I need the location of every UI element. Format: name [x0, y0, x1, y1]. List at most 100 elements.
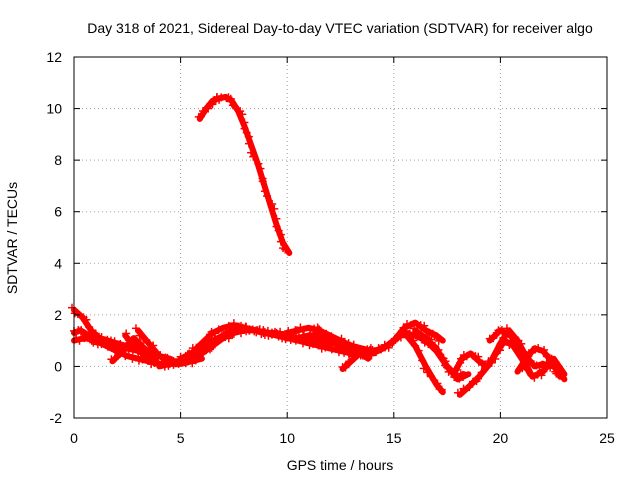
data-point: [417, 330, 426, 339]
data-point: [423, 334, 432, 343]
data-point: [534, 344, 543, 353]
data-point: [131, 342, 140, 351]
data-point: [121, 346, 130, 355]
data-point: [270, 204, 279, 213]
data-point: [276, 237, 285, 246]
data-point: [110, 354, 119, 363]
data-point: [505, 341, 514, 350]
data-point: [82, 315, 91, 324]
x-tick-label: 10: [279, 430, 295, 446]
data-point: [85, 323, 94, 332]
data-point: [477, 368, 486, 377]
data-point: [362, 350, 371, 359]
data-point: [127, 337, 136, 346]
data-point: [475, 356, 484, 365]
data-point: [515, 343, 524, 352]
data-point: [131, 324, 140, 333]
data-point: [542, 364, 551, 373]
data-point: [410, 324, 419, 333]
data-point: [341, 363, 350, 372]
data-point: [96, 336, 105, 345]
data-point: [199, 107, 208, 116]
data-point: [124, 350, 133, 359]
data-point: [249, 152, 258, 161]
data-point: [281, 245, 290, 254]
data-point: [206, 345, 215, 354]
data-point: [516, 351, 525, 360]
data-point: [337, 334, 346, 343]
data-point: [247, 148, 256, 157]
data-point: [263, 192, 272, 201]
x-tick-label: 5: [177, 430, 185, 446]
data-point: [494, 346, 503, 355]
y-tick-label: 0: [54, 358, 62, 374]
data-point: [207, 327, 216, 336]
y-axis-label: SDTVAR / TECUs: [4, 182, 20, 294]
data-point: [533, 370, 542, 379]
data-point: [409, 336, 418, 345]
data-point: [274, 226, 283, 235]
data-point: [539, 365, 548, 374]
data-point: [241, 322, 250, 331]
data-point: [226, 94, 235, 103]
x-tick-label: 20: [493, 430, 509, 446]
data-point: [305, 341, 314, 350]
data-point: [191, 351, 200, 360]
chart-title: Day 318 of 2021, Sidereal Day-to-day VTE…: [87, 20, 593, 36]
data-point: [102, 338, 111, 347]
data-point: [139, 333, 148, 342]
data-point: [465, 383, 474, 392]
y-tick-label: -2: [50, 410, 63, 426]
data-point: [427, 335, 436, 344]
data-point: [92, 337, 101, 346]
data-point: [435, 350, 444, 359]
data-point: [276, 327, 285, 336]
y-tick-label: 4: [54, 255, 62, 271]
data-point: [204, 104, 213, 113]
data-point: [389, 337, 398, 346]
y-tick-label: 6: [54, 204, 62, 220]
data-point: [327, 345, 336, 354]
data-point: [242, 128, 251, 137]
data-point: [229, 319, 238, 328]
x-tick-label: 15: [386, 430, 402, 446]
x-axis-label: GPS time / hours: [287, 457, 394, 473]
data-point: [134, 347, 143, 356]
data-point: [196, 345, 205, 354]
data-point: [258, 177, 267, 186]
data-point: [77, 326, 86, 335]
data-point: [371, 347, 380, 356]
plot-frame: [73, 56, 608, 419]
data-point: [453, 366, 462, 375]
series-line-arc-13: [401, 329, 446, 396]
data-point: [310, 337, 319, 346]
data-point: [411, 341, 420, 350]
x-tick-label: 25: [599, 430, 615, 446]
data-point: [523, 365, 532, 374]
data-point: [418, 356, 427, 365]
data-point: [111, 342, 120, 351]
data-point: [244, 139, 253, 148]
data-point: [238, 110, 247, 119]
y-tick-label: 10: [46, 101, 62, 117]
y-tick-label: 8: [54, 152, 62, 168]
data-point: [345, 357, 354, 366]
data-point: [545, 353, 554, 362]
data-point: [219, 331, 228, 340]
data-point: [231, 102, 240, 111]
data-point: [459, 384, 468, 393]
data-point: [481, 362, 490, 371]
data-point: [327, 335, 336, 344]
data-point: [114, 349, 123, 358]
data-point: [552, 369, 561, 378]
data-point: [174, 359, 183, 368]
data-point: [244, 132, 253, 141]
data-point: [134, 356, 143, 365]
data-point: [521, 354, 530, 363]
data-point: [136, 338, 145, 347]
data-point: [508, 333, 517, 342]
data-point: [152, 358, 161, 367]
data-point: [423, 368, 432, 377]
data-point: [149, 341, 158, 350]
data-point: [152, 348, 161, 357]
